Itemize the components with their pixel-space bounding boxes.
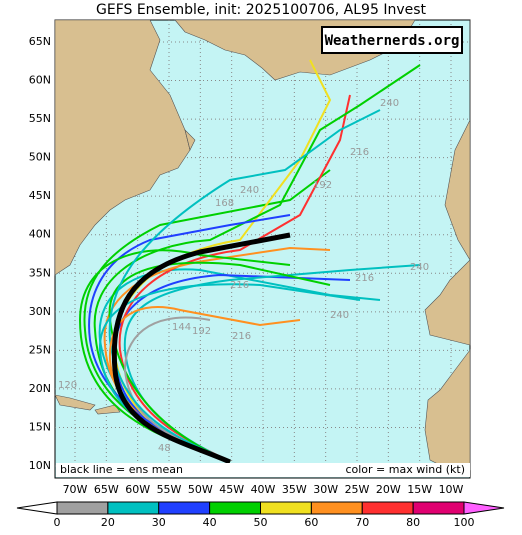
hour-label: 240 xyxy=(240,185,259,196)
title: GEFS Ensemble, init: 2025100706, AL95 In… xyxy=(96,2,427,18)
lat-label: 30N xyxy=(29,305,51,318)
lon-label: 65W xyxy=(94,483,119,496)
watermark: Weathernerds.org xyxy=(325,33,460,49)
lat-label: 10N xyxy=(29,459,51,472)
colorbar-tick-label: 70 xyxy=(355,516,369,529)
ensemble-mean-track xyxy=(111,232,291,465)
colorbar-segment xyxy=(361,501,414,515)
lon-label: 60W xyxy=(125,483,150,496)
colorbar-segment xyxy=(107,501,160,515)
hour-label: 216 xyxy=(230,280,249,291)
hour-label: 168 xyxy=(215,198,234,209)
hour-label: 120 xyxy=(58,380,77,391)
colorbar-tick-label: 60 xyxy=(304,516,318,529)
watermark-box xyxy=(321,26,463,54)
hour-label: 216 xyxy=(355,273,374,284)
hour-label: 144 xyxy=(172,322,191,333)
hour-label: 240 xyxy=(330,310,349,321)
lon-label: 50W xyxy=(188,483,213,496)
colorbar-segment xyxy=(310,501,363,515)
colorbar-tick-label: 50 xyxy=(254,516,268,529)
lon-label: 35W xyxy=(282,483,307,496)
lat-label: 35N xyxy=(29,266,51,279)
colorbar-over xyxy=(463,501,505,515)
colorbar-segment xyxy=(209,501,261,515)
colorbar-tick-label: 40 xyxy=(203,516,217,529)
colorbar-segment xyxy=(412,501,465,515)
lat-label: 50N xyxy=(29,151,51,164)
track xyxy=(108,109,381,463)
lon-label: 25W xyxy=(345,483,370,496)
lon-label: 30W xyxy=(313,483,338,496)
lat-label: 40N xyxy=(29,228,51,241)
lon-label: 70W xyxy=(63,483,88,496)
tracks xyxy=(78,59,421,465)
lon-label: 15W xyxy=(407,483,432,496)
legend-right: color = max wind (kt) xyxy=(345,463,465,476)
hour-label: 192 xyxy=(192,326,211,337)
hour-label: 192 xyxy=(313,180,332,191)
colorbar-tick-label: 20 xyxy=(101,516,115,529)
colorbar-tick-label: 30 xyxy=(152,516,166,529)
lon-label: 10W xyxy=(439,483,464,496)
lon-label: 55W xyxy=(157,483,182,496)
lon-label: 40W xyxy=(251,483,276,496)
hour-labels: 240 216 192 168 240 216 240 216 240 144 … xyxy=(58,98,429,454)
colorbar-tick-label: 100 xyxy=(454,516,475,529)
lat-label: 60N xyxy=(29,74,51,87)
hour-label: 240 xyxy=(410,262,429,273)
hour-label: 240 xyxy=(380,98,399,109)
colorbar: 0 20 30 40 50 60 70 80 100 xyxy=(16,501,505,529)
colorbar-segment xyxy=(56,501,109,515)
hour-label: 216 xyxy=(350,147,369,158)
colorbar-under xyxy=(16,501,58,515)
lat-label: 55N xyxy=(29,112,51,125)
legend-left: black line = ens mean xyxy=(60,463,183,476)
colorbar-segment xyxy=(158,501,211,515)
lat-label: 45N xyxy=(29,189,51,202)
lon-label: 20W xyxy=(376,483,401,496)
colorbar-tick-label: 0 xyxy=(54,516,61,529)
lat-label: 20N xyxy=(29,382,51,395)
hour-label: 216 xyxy=(232,331,251,342)
colorbar-tick-label: 80 xyxy=(406,516,420,529)
lat-label: 65N xyxy=(29,35,51,48)
legend-band xyxy=(56,463,470,477)
lat-label: 25N xyxy=(29,343,51,356)
lat-label: 15N xyxy=(29,420,51,433)
colorbar-segment xyxy=(260,501,312,515)
hour-label: 48 xyxy=(158,443,171,454)
lon-label: 45W xyxy=(219,483,244,496)
